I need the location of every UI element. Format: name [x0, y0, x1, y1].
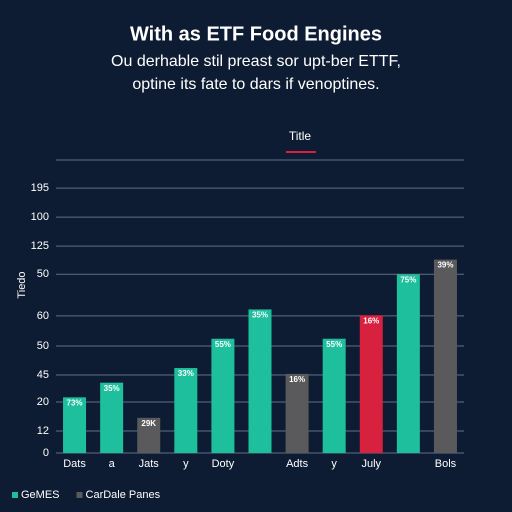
value-label: 39% — [437, 261, 453, 270]
x-tick-label: y — [331, 458, 337, 470]
bar — [63, 397, 87, 453]
value-label: 55% — [215, 340, 231, 349]
chart-heading: Title — [289, 129, 312, 143]
y-tick-label: 0 — [43, 447, 49, 459]
y-axis-label: Tiedo — [16, 271, 28, 298]
legend-label: GeMES — [21, 489, 60, 501]
bar — [137, 417, 161, 453]
chart-title: With as ETF Food Engines — [130, 23, 382, 45]
legend-swatch — [12, 492, 18, 498]
bar — [211, 338, 235, 453]
legend-swatch — [76, 492, 83, 498]
value-label: 35% — [104, 384, 120, 393]
y-tick-label: 50 — [37, 268, 49, 280]
x-tick-label: Adts — [286, 458, 309, 470]
legend-label: CarDale Panes — [86, 489, 161, 501]
y-tick-label: 20 — [37, 396, 49, 408]
value-label: 33% — [178, 369, 194, 378]
value-label: 16% — [289, 375, 305, 384]
bar — [285, 373, 309, 453]
bar — [433, 259, 457, 453]
x-tick-label: Doty — [212, 458, 235, 470]
value-label: 73% — [67, 398, 83, 407]
y-tick-label: 125 — [31, 240, 49, 252]
x-tick-label: Dats — [63, 458, 86, 470]
subtitle-line: Ou derhable stil preast sor upt-ber ETTF… — [111, 53, 401, 70]
value-label: 75% — [400, 275, 416, 284]
x-tick-label: a — [109, 458, 116, 470]
y-tick-label: 12 — [37, 425, 49, 437]
bar — [396, 274, 420, 453]
bar — [174, 368, 198, 453]
y-tick-label: 195 — [31, 182, 49, 194]
bar — [322, 338, 346, 453]
value-label: 55% — [326, 340, 342, 349]
bar — [100, 382, 124, 453]
x-tick-label: July — [361, 458, 381, 470]
bar — [359, 315, 383, 453]
subtitle-line: optine its fate to dars if venoptines. — [132, 76, 379, 93]
value-label: 35% — [252, 311, 268, 320]
y-tick-label: 45 — [37, 369, 49, 381]
value-label: 29K — [141, 419, 156, 428]
y-tick-label: 50 — [37, 340, 49, 352]
value-label: 16% — [363, 316, 379, 325]
x-tick-label: Jats — [139, 458, 160, 470]
y-tick-label: 100 — [31, 211, 49, 223]
x-tick-label: Bols — [435, 458, 457, 470]
y-tick-label: 60 — [37, 310, 49, 322]
x-tick-label: y — [183, 458, 189, 470]
bar — [248, 309, 272, 453]
